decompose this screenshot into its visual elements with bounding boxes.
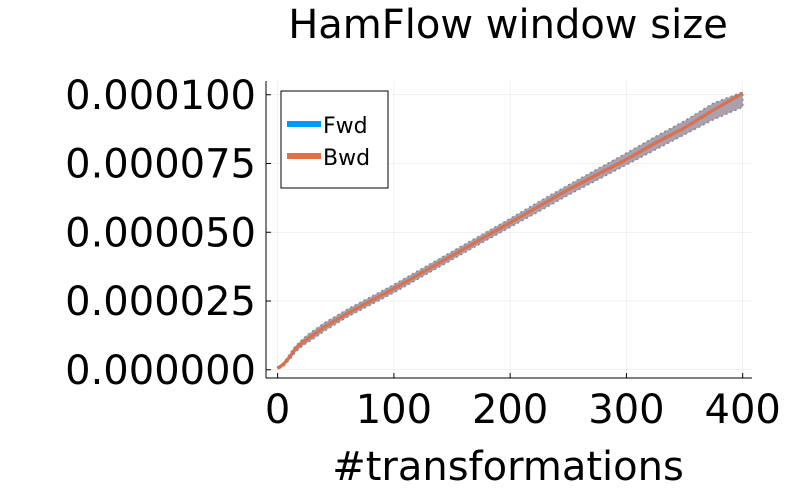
series-line-bwd: [276, 92, 744, 370]
x-axis-label: #transformations: [332, 444, 684, 490]
y-tick-label-0: 0.000000: [65, 348, 256, 394]
x-tick-label-0: 0: [265, 387, 290, 433]
confidence-band-layer: [276, 90, 744, 371]
legend-label-bwd: Bwd: [323, 146, 370, 171]
y-tick-label-2: 0.000050: [65, 210, 256, 256]
x-tick-label-3: 300: [588, 387, 664, 433]
confidence-band: [276, 90, 744, 371]
y-tick-labels: 0.000000 0.000025 0.000050 0.000075 0.000100: [65, 73, 256, 394]
y-tick-label-4: 0.000100: [65, 73, 256, 119]
x-tick-label-4: 400: [705, 387, 781, 433]
y-tick-label-1: 0.000025: [65, 279, 256, 325]
legend-box: [280, 90, 389, 189]
x-tick-label-1: 100: [356, 387, 432, 433]
legend: Fwd Bwd: [280, 90, 389, 189]
series-layer: [276, 92, 744, 370]
x-tick-labels: 0 100 200 300 400: [265, 387, 781, 433]
x-tick-label-2: 200: [472, 387, 548, 433]
legend-label-fwd: Fwd: [323, 114, 368, 139]
chart-title: HamFlow window size: [288, 2, 728, 48]
y-tick-label-3: 0.000075: [65, 142, 256, 188]
axes: [265, 81, 752, 379]
